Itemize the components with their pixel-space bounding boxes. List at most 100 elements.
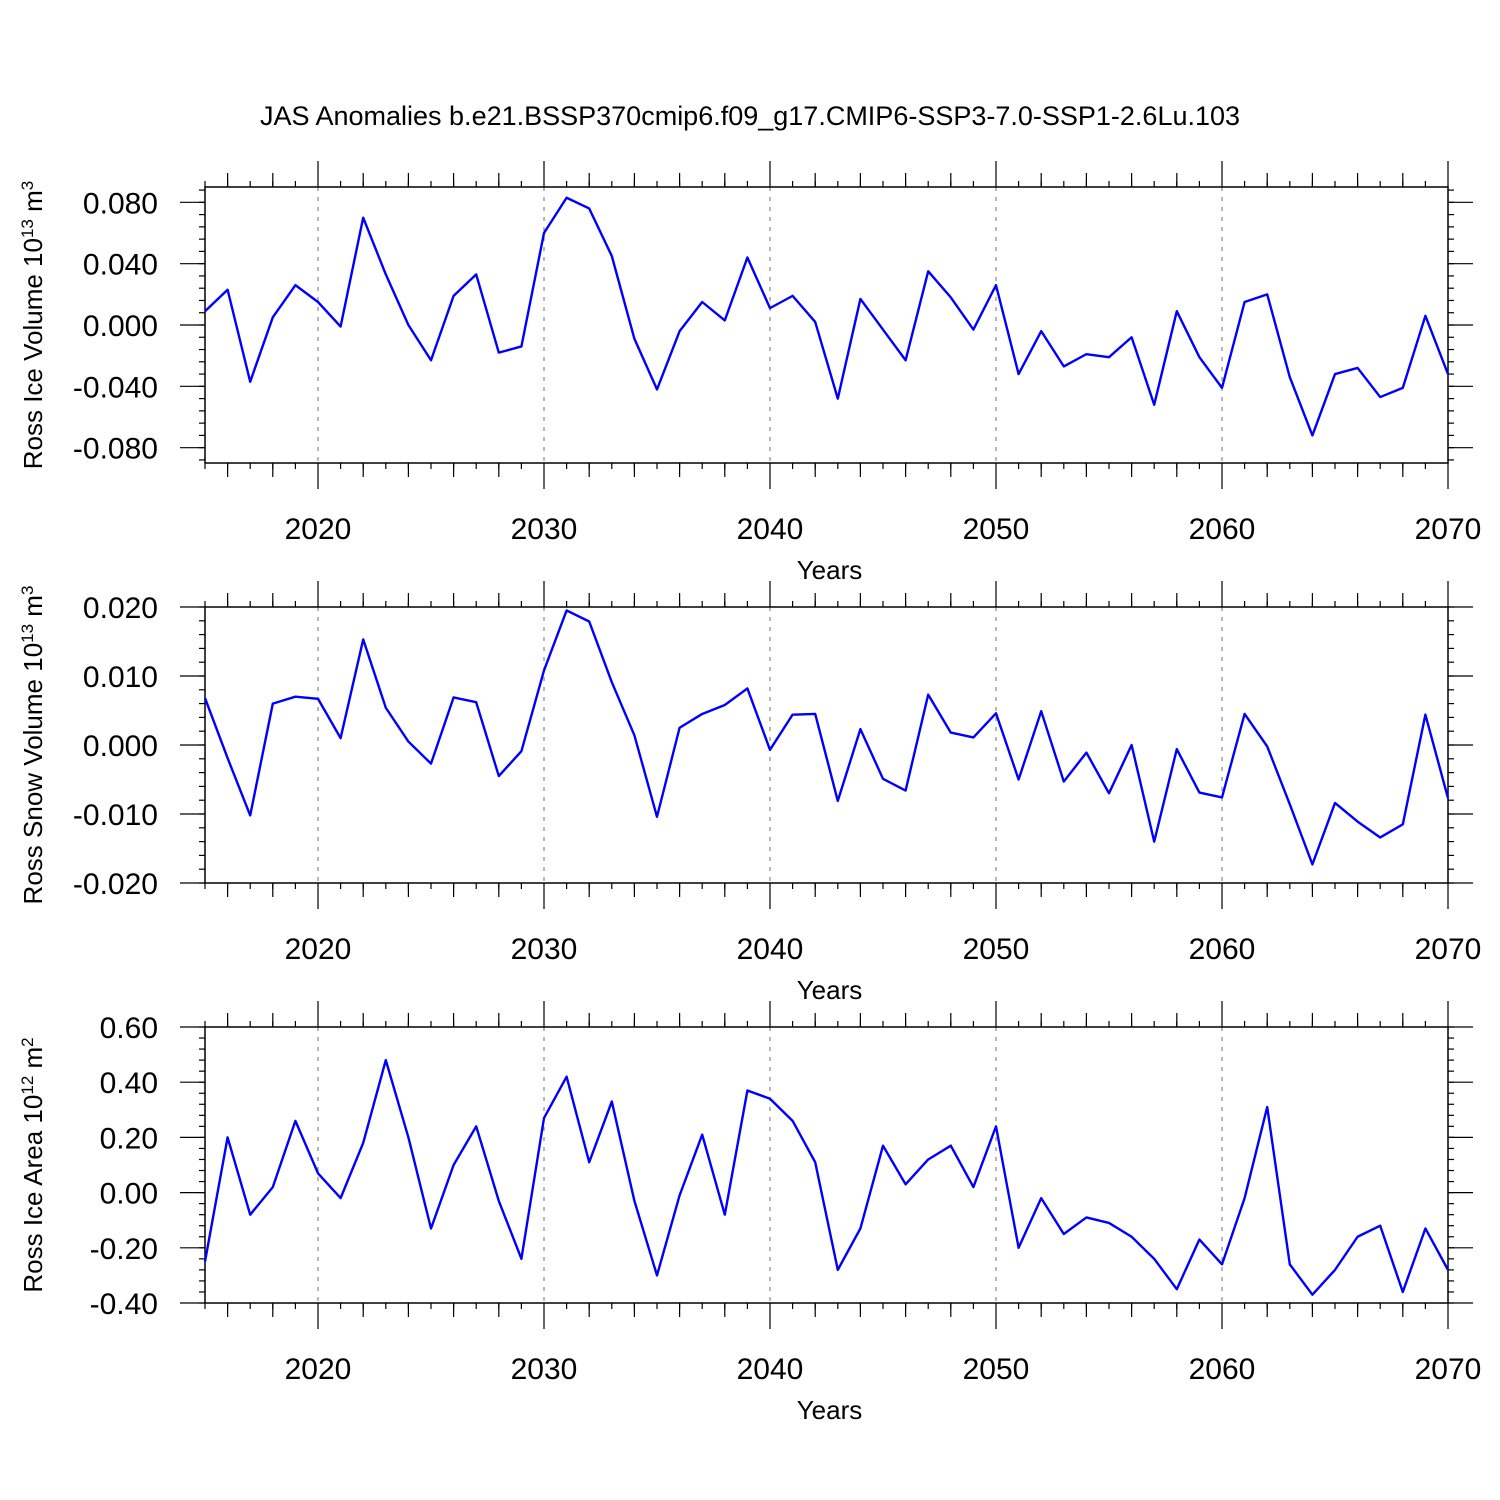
panel-2-data-point [1085,752,1087,754]
panel-3-xtick-label: 2050 [963,1353,1030,1386]
panel-3-data-point [1379,1225,1381,1227]
panel-2-ytick-label: 0.010 [83,661,158,694]
panel-1-series-line [204,196,1450,437]
panel-1-data-point [294,284,296,286]
panel-2-data-point [498,775,500,777]
panel-1-data-point [1402,387,1404,389]
panel-1-data-point [1063,365,1065,367]
panel-1-data-point [1221,387,1223,389]
panel-2-xtick-label: 2040 [737,933,804,966]
panel-3-data-point [1018,1247,1020,1249]
panel-2-data-point [814,713,816,715]
panel-3-data-point [927,1158,929,1160]
panel-3-data-point [882,1145,884,1147]
panel-3-data-point [520,1258,522,1260]
panel-3-data-point [905,1183,907,1185]
panel-1-data-point [1266,293,1268,295]
panel-2-data-point [588,620,590,622]
panel-2-data-point [1018,779,1020,781]
panel-2-data-point [362,638,364,640]
panel-1-data-point [453,295,455,297]
panel-3-xtick-label: 2020 [285,1353,352,1386]
panel-2-data-point [1244,713,1246,715]
panel-1-xtick-label: 2060 [1189,513,1256,546]
panel-2-data-point [1402,823,1404,825]
panel-1-xtick-label: 2020 [285,513,352,546]
panel-2-data-point [1131,744,1133,746]
panel-2-data-point [1221,796,1223,798]
panel-3-series-line [203,1058,1450,1296]
panel-2-ytick-label: -0.020 [73,868,158,901]
panel-3-data-point [317,1172,319,1174]
panel-1-xtick-label: 2040 [737,513,804,546]
panel-3-data-point [1357,1236,1359,1238]
panel-2-data-point [927,694,929,696]
panel-2-data-point [1040,710,1042,712]
panel-3-data-point [701,1134,703,1136]
panel-2-data-point [1153,841,1155,843]
panel-2-data-point [1379,836,1381,838]
panel-3-data-point [1424,1227,1426,1229]
panel-1-data-point [204,310,206,312]
panel-1-xtick-label: 2050 [963,513,1030,546]
panel-2-data-point [453,696,455,698]
panel-3-data-point [249,1214,251,1216]
panel-3-data-point [588,1161,590,1163]
panel-2-data-point [1063,781,1065,783]
panel-2-ytick-label: 0.020 [83,592,158,625]
panel-1-data-point [317,301,319,303]
panel-2-data-point [1198,792,1200,794]
panel-2-data-point [905,790,907,792]
panel-1-data-point [746,257,748,259]
panel-3-ytick-label: 0.20 [100,1122,158,1155]
panel-1-data-point [701,301,703,303]
panel-3-data-point [1244,1197,1246,1199]
panel-2-data-point [1266,745,1268,747]
panel-2-data-point [769,749,771,751]
panel-2-data-point [204,697,206,699]
panel-2-data-point [633,734,635,736]
panel-3-data-point [340,1197,342,1199]
panel-2-xtick-label: 2060 [1189,933,1256,966]
panel-1-data-point [430,359,432,361]
panel-1-data-point [588,207,590,209]
panel-1-data-point [1357,367,1359,369]
panel-2-data-point [430,763,432,765]
panel-1-data-point [1334,373,1336,375]
panel-3-ytick-label: -0.40 [90,1288,158,1321]
panel-3-data-point [995,1125,997,1127]
panel-2-data-point [1424,714,1426,716]
panel-1-data-point [1311,434,1313,436]
panel-3-ytick-label: -0.20 [90,1233,158,1266]
panel-3-data-point [475,1125,477,1127]
panel-3-ylabel: Ross Ice Area 1012 m2 [18,1037,49,1292]
panel-2-data-point [1108,792,1110,794]
panel-1-ylabel: Ross Ice Volume 1013 m3 [18,181,49,470]
panel-2-data-point [792,714,794,716]
panel-3-data-point [656,1274,658,1276]
panel-1-frame [204,186,1449,464]
panel-3-data-point [724,1214,726,1216]
panels: -0.080 -0.040 0.000 0.040 0.080 2020 2030 2040 2… [18,161,1481,1425]
panel-2-data-point [1447,797,1449,799]
panel-2-data-point [995,712,997,714]
panel-1-data-point [385,273,387,275]
panel-3-data-point [611,1101,613,1103]
panel-3-data-point [453,1164,455,1166]
panel-1-data-point [1244,301,1246,303]
panel-1-data-point [769,307,771,309]
panel-3-data-point [792,1120,794,1122]
panel-3-xtick-label: 2040 [737,1353,804,1386]
panel-3-data-point [679,1194,681,1196]
panel-1-data-point [1131,336,1133,338]
panel-1-data-point [543,232,545,234]
panel-2-data-point [701,713,703,715]
panel-3-data-point [204,1261,206,1263]
panel-2-data-point [1176,748,1178,750]
panel-3-data-point [1063,1233,1065,1235]
panel-1-data-point [1289,376,1291,378]
panel-3-data-point [859,1227,861,1229]
panel-3-data-point [1131,1236,1133,1238]
